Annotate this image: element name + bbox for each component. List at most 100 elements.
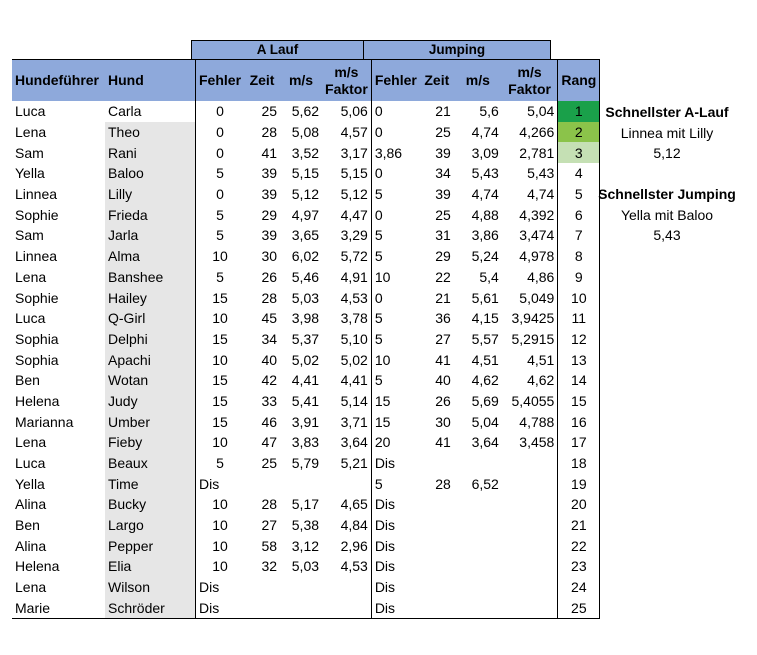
table-row: Lena Fieby 10 47 3,83 3,64 20 41 3,64 3,458 17 (12, 432, 601, 453)
dog-cell: Umber (105, 411, 196, 432)
table-row: Sophia Apachi 10 40 5,02 5,02 10 41 4,51 4,51 13 (12, 349, 601, 370)
a-msf-cell: 4,65 (340, 496, 368, 513)
table-row: Yella Time Dis 5 28 6,52 19 (12, 473, 601, 495)
a-fehler-cell: 15 (195, 369, 245, 391)
rank-cell: 7 (557, 225, 601, 246)
a-fehler-cell: 5 (195, 163, 245, 184)
a-fehler-cell: Dis (195, 473, 245, 495)
j-msf-cell: 4,266 (519, 124, 555, 141)
a-ms-cell: 5,37 (291, 330, 320, 347)
dog-cell: Carla (108, 103, 142, 120)
j-zeit-cell: 36 (435, 310, 451, 327)
dog-cell: Pepper (105, 535, 196, 557)
a-fehler-cell: 10 (195, 514, 245, 536)
j-msf-cell (502, 515, 558, 536)
a-fehler-cell: 10 (195, 494, 245, 515)
handler-cell: Luca (15, 455, 46, 472)
a-ms-cell (280, 577, 322, 598)
j-ms-cell: 3,86 (471, 227, 499, 244)
handler-cell: Ben (15, 372, 40, 389)
table-row: Lena Wilson Dis Dis 24 (12, 576, 601, 598)
a-zeit-cell: 29 (261, 206, 278, 223)
dog-cell: Alma (105, 245, 196, 267)
a-ms-cell: 4,97 (291, 206, 320, 223)
rank-cell: 6 (557, 204, 601, 226)
a-zeit-cell: 27 (261, 517, 278, 534)
a-msf-cell: 3,71 (340, 413, 368, 430)
rank-cell: 13 (557, 349, 601, 370)
table-row: Marie Schröder Dis Dis 25 (12, 597, 601, 620)
a-msf-cell: 5,14 (340, 392, 368, 409)
a-ms-cell: 5,03 (291, 558, 320, 575)
j-ms-cell: 4,88 (471, 206, 499, 223)
a-ms-cell: 3,83 (291, 434, 320, 451)
header-rank: Rang (557, 59, 601, 101)
a-fehler-cell: 0 (195, 142, 245, 164)
handler-cell: Luca (15, 310, 46, 327)
dog-cell: Hailey (105, 287, 196, 308)
a-msf-cell: 4,84 (340, 517, 368, 534)
rank-cell: 5 (557, 183, 601, 205)
results-table: Hundeführer Hund Fehler Zeit m/s m/s Fak… (12, 59, 601, 620)
j-ms-cell: 5,04 (471, 413, 499, 430)
a-fehler-cell: Dis (195, 576, 245, 598)
j-ms-cell: 6,52 (471, 475, 499, 492)
j-msf-cell (502, 473, 558, 494)
rank-cell: 17 (557, 432, 601, 453)
a-zeit-cell: 45 (261, 310, 278, 327)
a-zeit-cell (244, 473, 280, 494)
fastest-a-lauf-value: 5,12 (653, 145, 681, 162)
j-fehler-cell: Dis (370, 535, 420, 557)
a-zeit-cell (244, 597, 281, 620)
a-msf-cell: 4,41 (340, 372, 368, 389)
a-msf-cell (322, 597, 372, 620)
a-ms-cell: 3,65 (291, 227, 320, 244)
j-msf-cell: 3,474 (519, 227, 555, 244)
fastest-a-lauf-box: Schnellster A-Lauf Linnea mit Lilly 5,12 (592, 102, 742, 164)
j-msf-cell: 4,86 (527, 268, 555, 285)
rank-cell: 3 (557, 142, 601, 164)
table-header-row: Hundeführer Hund Fehler Zeit m/s m/s Fak… (12, 59, 601, 101)
a-zeit-cell: 40 (261, 351, 278, 368)
j-msf-cell: 3,458 (519, 434, 555, 451)
j-zeit-cell: 39 (435, 186, 451, 203)
j-msf-cell (502, 556, 558, 577)
j-zeit-cell: 21 (435, 103, 451, 120)
rank-cell: 2 (557, 121, 601, 143)
fastest-jumping-title: Schnellster Jumping (598, 186, 736, 202)
a-msf-cell: 5,10 (340, 330, 368, 347)
j-ms-cell (454, 556, 502, 577)
j-msf-cell: 3,9425 (511, 310, 555, 327)
handler-cell: Sophie (15, 289, 59, 306)
j-fehler-cell: Dis (370, 494, 420, 515)
j-fehler-cell: Dis (370, 514, 420, 536)
a-zeit-cell: 28 (261, 124, 278, 141)
j-msf-cell: 5,4055 (511, 392, 555, 409)
a-msf-cell: 4,53 (340, 558, 368, 575)
j-ms-cell: 4,15 (471, 310, 499, 327)
j-ms-cell (454, 494, 502, 515)
a-zeit-cell: 41 (261, 144, 278, 161)
header-handler: Hundeführer (12, 59, 105, 101)
j-ms-cell (453, 597, 502, 620)
a-ms-cell: 5,12 (291, 186, 320, 203)
j-ms-cell: 3,64 (471, 434, 499, 451)
j-fehler-cell: 0 (370, 121, 420, 143)
j-fehler-cell: 0 (370, 287, 420, 308)
rank-cell: 24 (557, 576, 601, 598)
j-ms-cell: 5,61 (471, 289, 499, 306)
a-zeit-cell: 28 (261, 496, 278, 513)
a-ms-cell: 4,41 (291, 372, 320, 389)
header-a-msf: m/s Faktor (322, 59, 372, 101)
fastest-jumping-name: Yella mit Baloo (620, 206, 714, 223)
j-ms-cell: 4,51 (471, 351, 499, 368)
a-ms-cell: 5,38 (291, 517, 320, 534)
dog-cell: Banshee (105, 266, 196, 288)
a-zeit-cell: 32 (261, 558, 278, 575)
a-zeit-cell: 46 (261, 413, 278, 430)
dog-cell: Delphi (105, 328, 196, 350)
dog-cell: Rani (105, 142, 196, 164)
dog-cell: Schröder (105, 597, 196, 620)
table-row: Helena Judy 15 33 5,41 5,14 15 26 5,69 5,4055 15 (12, 390, 601, 412)
a-ms-cell (280, 597, 323, 620)
